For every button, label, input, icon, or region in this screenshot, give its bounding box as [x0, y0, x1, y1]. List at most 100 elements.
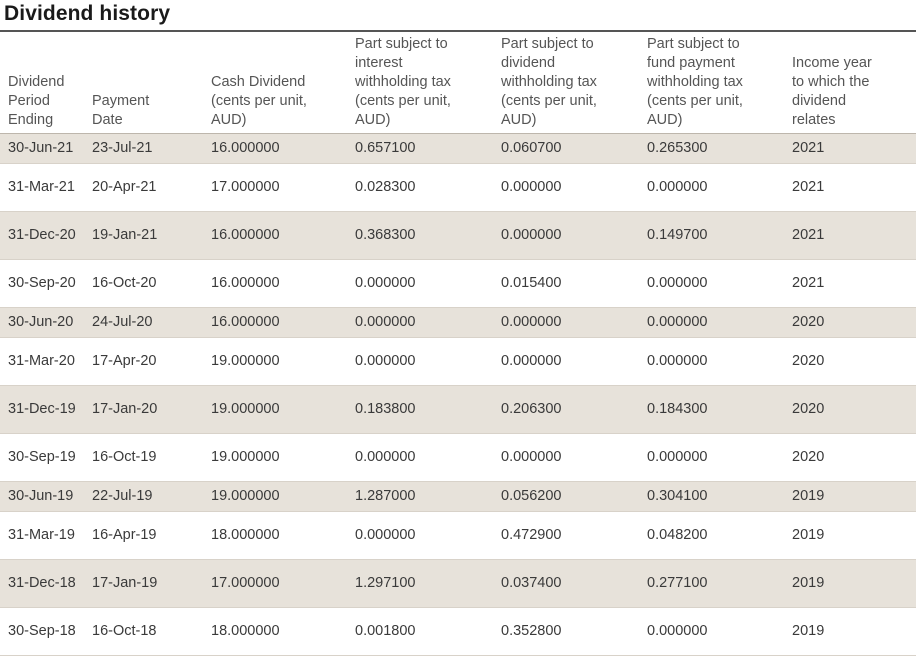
table-row: 30-Jun-19 22-Jul-19 19.000000 1.287000 0… [0, 481, 916, 512]
cell-income-year: 2020 [784, 433, 916, 482]
cell-payment-date: 16-Oct-20 [84, 259, 203, 308]
header-fund-payment-withholding-tax: Part subject to fund payment withholding… [639, 32, 784, 134]
table-row: 31-Dec-20 19-Jan-21 16.000000 0.368300 0… [0, 211, 916, 260]
cell-income-year: 2019 [784, 607, 916, 656]
table-row: 30-Sep-19 16-Oct-19 19.000000 0.000000 0… [0, 433, 916, 482]
cell-fund-payment-wht: 0.000000 [639, 433, 784, 482]
cell-payment-date: 17-Apr-20 [84, 337, 203, 386]
cell-interest-wht: 0.000000 [347, 511, 493, 560]
cell-period-ending: 30-Sep-19 [0, 433, 84, 482]
cell-cash-dividend: 18.000000 [203, 607, 347, 656]
cell-fund-payment-wht: 0.048200 [639, 511, 784, 560]
header-row: Dividend Period Ending Payment Date Cash… [0, 32, 916, 134]
cell-income-year: 2020 [784, 307, 916, 338]
cell-interest-wht: 0.000000 [347, 433, 493, 482]
cell-payment-date: 24-Jul-20 [84, 307, 203, 338]
header-cash-dividend: Cash Dividend (cents per unit, AUD) [203, 32, 347, 134]
cell-dividend-wht: 0.037400 [493, 559, 639, 608]
cell-cash-dividend: 17.000000 [203, 163, 347, 212]
cell-income-year: 2019 [784, 559, 916, 608]
cell-period-ending: 31-Mar-19 [0, 511, 84, 560]
cell-income-year: 2019 [784, 511, 916, 560]
cell-fund-payment-wht: 0.000000 [639, 163, 784, 212]
cell-dividend-wht: 0.000000 [493, 433, 639, 482]
cell-payment-date: 19-Jan-21 [84, 211, 203, 260]
cell-income-year: 2021 [784, 163, 916, 212]
cell-period-ending: 30-Sep-20 [0, 259, 84, 308]
cell-cash-dividend: 16.000000 [203, 133, 347, 164]
cell-dividend-wht: 0.000000 [493, 337, 639, 386]
cell-fund-payment-wht: 0.000000 [639, 337, 784, 386]
table-body: 30-Jun-21 23-Jul-21 16.000000 0.657100 0… [0, 133, 916, 656]
table-row: 31-Mar-19 16-Apr-19 18.000000 0.000000 0… [0, 511, 916, 560]
cell-interest-wht: 1.287000 [347, 481, 493, 512]
cell-period-ending: 30-Jun-20 [0, 307, 84, 338]
cell-fund-payment-wht: 0.277100 [639, 559, 784, 608]
cell-cash-dividend: 19.000000 [203, 385, 347, 434]
cell-period-ending: 30-Jun-21 [0, 133, 84, 164]
cell-dividend-wht: 0.060700 [493, 133, 639, 164]
cell-income-year: 2019 [784, 481, 916, 512]
header-dividend-withholding-tax: Part subject to dividend withholding tax… [493, 32, 639, 134]
cell-fund-payment-wht: 0.149700 [639, 211, 784, 260]
cell-payment-date: 17-Jan-19 [84, 559, 203, 608]
header-income-year: Income year to which the dividend relate… [784, 32, 916, 134]
cell-dividend-wht: 0.206300 [493, 385, 639, 434]
header-payment-date: Payment Date [84, 32, 203, 134]
cell-fund-payment-wht: 0.304100 [639, 481, 784, 512]
cell-cash-dividend: 19.000000 [203, 481, 347, 512]
cell-period-ending: 30-Jun-19 [0, 481, 84, 512]
cell-payment-date: 16-Apr-19 [84, 511, 203, 560]
cell-cash-dividend: 18.000000 [203, 511, 347, 560]
cell-period-ending: 31-Dec-20 [0, 211, 84, 260]
cell-period-ending: 30-Sep-18 [0, 607, 84, 656]
page-title: Dividend history [4, 2, 171, 25]
cell-income-year: 2020 [784, 337, 916, 386]
cell-payment-date: 16-Oct-18 [84, 607, 203, 656]
table-row: 30-Sep-20 16-Oct-20 16.000000 0.000000 0… [0, 259, 916, 308]
cell-interest-wht: 0.183800 [347, 385, 493, 434]
table-row: 30-Jun-21 23-Jul-21 16.000000 0.657100 0… [0, 133, 916, 164]
cell-dividend-wht: 0.000000 [493, 307, 639, 338]
cell-period-ending: 31-Dec-19 [0, 385, 84, 434]
cell-dividend-wht: 0.000000 [493, 163, 639, 212]
table-row: 30-Jun-20 24-Jul-20 16.000000 0.000000 0… [0, 307, 916, 338]
cell-interest-wht: 0.000000 [347, 307, 493, 338]
cell-cash-dividend: 16.000000 [203, 307, 347, 338]
cell-income-year: 2021 [784, 259, 916, 308]
cell-payment-date: 17-Jan-20 [84, 385, 203, 434]
cell-interest-wht: 1.297100 [347, 559, 493, 608]
cell-dividend-wht: 0.472900 [493, 511, 639, 560]
cell-payment-date: 22-Jul-19 [84, 481, 203, 512]
cell-income-year: 2021 [784, 133, 916, 164]
dividend-history-table: Dividend Period Ending Payment Date Cash… [0, 32, 916, 656]
cell-cash-dividend: 19.000000 [203, 337, 347, 386]
cell-interest-wht: 0.001800 [347, 607, 493, 656]
cell-interest-wht: 0.000000 [347, 259, 493, 308]
cell-cash-dividend: 19.000000 [203, 433, 347, 482]
table-row: 31-Mar-21 20-Apr-21 17.000000 0.028300 0… [0, 163, 916, 212]
cell-fund-payment-wht: 0.184300 [639, 385, 784, 434]
header-dividend-period-ending: Dividend Period Ending [0, 32, 84, 134]
cell-payment-date: 16-Oct-19 [84, 433, 203, 482]
cell-period-ending: 31-Mar-20 [0, 337, 84, 386]
cell-interest-wht: 0.000000 [347, 337, 493, 386]
cell-income-year: 2020 [784, 385, 916, 434]
cell-cash-dividend: 16.000000 [203, 211, 347, 260]
cell-payment-date: 20-Apr-21 [84, 163, 203, 212]
cell-cash-dividend: 16.000000 [203, 259, 347, 308]
cell-income-year: 2021 [784, 211, 916, 260]
cell-period-ending: 31-Mar-21 [0, 163, 84, 212]
table-row: 31-Dec-19 17-Jan-20 19.000000 0.183800 0… [0, 385, 916, 434]
cell-period-ending: 31-Dec-18 [0, 559, 84, 608]
cell-interest-wht: 0.368300 [347, 211, 493, 260]
cell-dividend-wht: 0.015400 [493, 259, 639, 308]
cell-fund-payment-wht: 0.265300 [639, 133, 784, 164]
cell-dividend-wht: 0.056200 [493, 481, 639, 512]
cell-fund-payment-wht: 0.000000 [639, 307, 784, 338]
table-row: 31-Mar-20 17-Apr-20 19.000000 0.000000 0… [0, 337, 916, 386]
cell-payment-date: 23-Jul-21 [84, 133, 203, 164]
cell-dividend-wht: 0.000000 [493, 211, 639, 260]
dividend-history-table-container: Dividend Period Ending Payment Date Cash… [0, 30, 916, 656]
cell-dividend-wht: 0.352800 [493, 607, 639, 656]
